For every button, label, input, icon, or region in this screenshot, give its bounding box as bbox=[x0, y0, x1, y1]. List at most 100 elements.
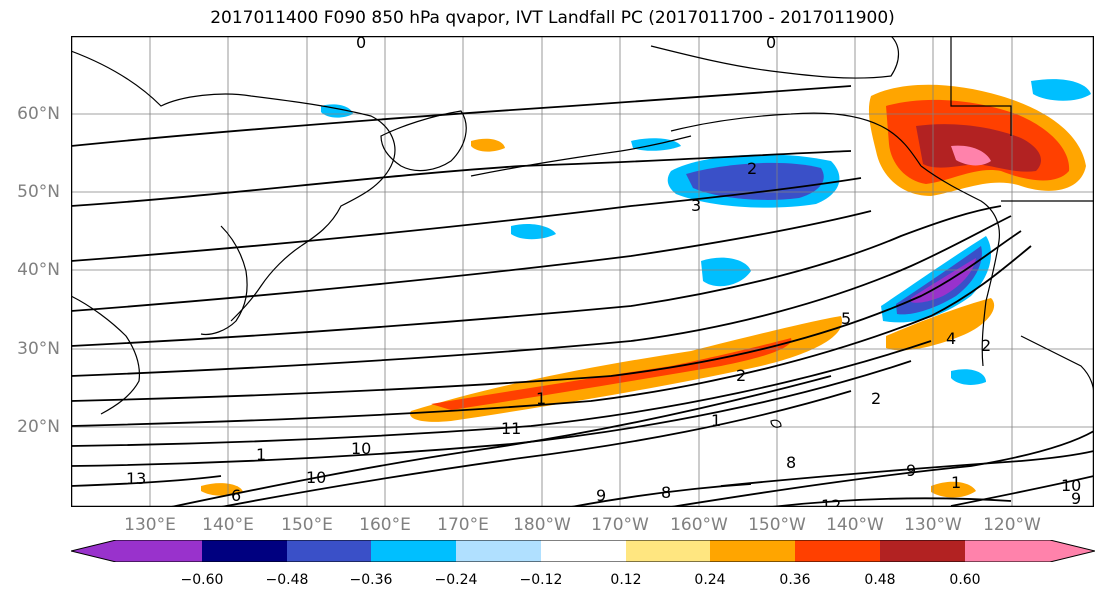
lat-label-60: 60°N bbox=[17, 104, 60, 124]
contour-label-2b: 2 bbox=[981, 336, 991, 355]
colorbar-tick-8: 0.36 bbox=[779, 572, 811, 588]
contour-labels: 0 0 2 3 5 2 4 2 2 1 1 10 13 9 8 8 1 12 6… bbox=[126, 36, 1081, 507]
shade-neg-region-b-core bbox=[911, 258, 976, 303]
contour-label-0a: 0 bbox=[356, 36, 366, 52]
shade-pos-alaska-dark bbox=[916, 124, 1041, 172]
shade-patch-3 bbox=[1031, 79, 1091, 101]
lon-label-170w: 170°W bbox=[591, 515, 649, 535]
colorbar-tick-5: −0.12 bbox=[519, 572, 563, 588]
lon-label-160e: 160°E bbox=[359, 515, 411, 535]
colorbar-tick-9: 0.48 bbox=[864, 572, 896, 588]
contour-label-9c: 9 bbox=[1071, 489, 1081, 507]
map-title: 2017011400 F090 850 hPa qvapor, IVT Land… bbox=[210, 8, 895, 28]
contour-label-10c: 10 bbox=[1061, 476, 1081, 495]
lon-label-170e: 170°E bbox=[437, 515, 489, 535]
contour-8a bbox=[71, 245, 1032, 427]
map-svg: 0 0 2 3 5 2 4 2 2 1 1 10 13 9 8 8 1 12 6… bbox=[71, 36, 1094, 507]
colorbar-bin-3 bbox=[287, 540, 371, 562]
map-panel: 0 0 2 3 5 2 4 2 2 1 1 10 13 9 8 8 1 12 6… bbox=[71, 36, 1094, 507]
colorbar-bin-2 bbox=[202, 540, 287, 562]
colorbar-bin-5 bbox=[456, 540, 541, 562]
coastlines bbox=[71, 36, 1094, 428]
lon-label-130w: 130°W bbox=[904, 515, 962, 535]
shade-patch-8 bbox=[951, 369, 986, 385]
contour-1b bbox=[950, 475, 1094, 507]
colorbar-extend-low bbox=[71, 540, 116, 562]
contour-12b bbox=[770, 497, 1012, 507]
coast-alaska-north bbox=[650, 36, 900, 79]
contour-label-5a: 5 bbox=[841, 309, 851, 328]
graticule bbox=[71, 36, 1094, 507]
coast-na-west bbox=[920, 165, 1001, 367]
colorbar bbox=[70, 539, 1096, 563]
shade-patch-1 bbox=[701, 257, 751, 287]
colorbar-bin-8 bbox=[710, 540, 795, 562]
contour-label-9b: 9 bbox=[906, 461, 916, 480]
lat-label-40: 40°N bbox=[17, 260, 60, 280]
shade-patch-2 bbox=[511, 223, 556, 240]
colorbar-bin-6 bbox=[541, 540, 626, 562]
lon-label-120w: 120°W bbox=[983, 515, 1041, 535]
lon-label-140e: 140°E bbox=[202, 515, 254, 535]
colorbar-tick-7: 0.24 bbox=[694, 572, 726, 588]
contour-label-0b: 0 bbox=[766, 36, 776, 52]
lon-label-150w: 150°W bbox=[748, 515, 806, 535]
contour-6a bbox=[71, 215, 1012, 377]
contour-label-11: 11 bbox=[501, 419, 521, 438]
contour-label-10a: 10 bbox=[351, 439, 371, 458]
contour-label-8a: 8 bbox=[661, 483, 671, 502]
coast-alaska-south bbox=[670, 112, 922, 167]
shade-neg-region-a-core bbox=[686, 162, 824, 200]
shade-pos-jet-core bbox=[431, 338, 792, 410]
colorbar-bin-10 bbox=[880, 540, 965, 562]
contour-label-4a: 4 bbox=[946, 329, 956, 348]
colorbar-bin-11 bbox=[965, 540, 1050, 562]
shade-patch-7 bbox=[931, 481, 976, 498]
contour-0a bbox=[71, 85, 852, 147]
colorbar-tick-10: 0.60 bbox=[949, 572, 981, 588]
contour-label-12: 12 bbox=[821, 496, 841, 507]
contour-13a bbox=[71, 475, 222, 487]
contour-10a bbox=[71, 360, 912, 467]
coast-kamchatka bbox=[380, 110, 467, 172]
contour-2a bbox=[71, 150, 852, 207]
shade-patch-9 bbox=[201, 483, 243, 496]
contour-4a bbox=[71, 210, 872, 312]
contour-3a bbox=[71, 177, 862, 262]
coast-siberia bbox=[71, 50, 396, 247]
contour-label-10b: 10 bbox=[306, 468, 326, 487]
lat-label-20: 20°N bbox=[17, 417, 60, 437]
contour-9a bbox=[71, 340, 932, 447]
lon-label-130e: 130°E bbox=[124, 515, 176, 535]
map-border bbox=[71, 36, 1094, 507]
contour-label-1d: 1 bbox=[711, 411, 721, 430]
coast-japan bbox=[200, 225, 248, 336]
lon-label-150e: 150°E bbox=[281, 515, 333, 535]
colorbar-tick-4: −0.24 bbox=[434, 572, 478, 588]
contour-label-2d: 2 bbox=[871, 389, 881, 408]
contour-label-1c: 1 bbox=[951, 473, 961, 492]
contour-label-8b: 8 bbox=[786, 453, 796, 472]
coast-korea bbox=[230, 245, 302, 322]
lon-label-180w: 180°W bbox=[513, 515, 571, 535]
contour-label-1a: 1 bbox=[536, 389, 546, 408]
contour-10b bbox=[570, 483, 752, 507]
contour-label-2c: 2 bbox=[736, 366, 746, 385]
lon-label-160w: 160°W bbox=[670, 515, 728, 535]
contour-7a bbox=[71, 230, 1022, 402]
coast-hawaii bbox=[770, 419, 782, 428]
shade-pos-coast bbox=[886, 298, 995, 351]
contour-12a bbox=[220, 390, 852, 507]
shade-pos-alaska-core bbox=[951, 145, 991, 166]
colorbar-bin-4 bbox=[371, 540, 456, 562]
colorbar-svg bbox=[70, 539, 1096, 563]
coast-aleutians bbox=[470, 135, 692, 177]
contour-8b bbox=[720, 450, 1094, 487]
contour-label-2a: 2 bbox=[747, 159, 757, 178]
contour-11a bbox=[170, 375, 832, 507]
lat-label-30: 30°N bbox=[17, 339, 60, 359]
colorbar-tick-2: −0.48 bbox=[265, 572, 309, 588]
colorbar-bin-9 bbox=[795, 540, 880, 562]
contour-label-9a: 9 bbox=[596, 486, 606, 505]
shade-patch-6 bbox=[471, 138, 505, 152]
